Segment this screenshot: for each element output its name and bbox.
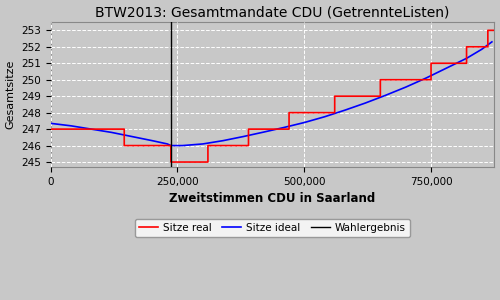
X-axis label: Zweitstimmen CDU in Saarland: Zweitstimmen CDU in Saarland — [170, 192, 376, 205]
Legend: Sitze real, Sitze ideal, Wahlergebnis: Sitze real, Sitze ideal, Wahlergebnis — [135, 219, 410, 237]
Title: BTW2013: Gesamtmandate CDU (GetrennteListen): BTW2013: Gesamtmandate CDU (GetrennteLis… — [96, 6, 450, 20]
Y-axis label: Gesamtsitze: Gesamtsitze — [6, 60, 16, 129]
